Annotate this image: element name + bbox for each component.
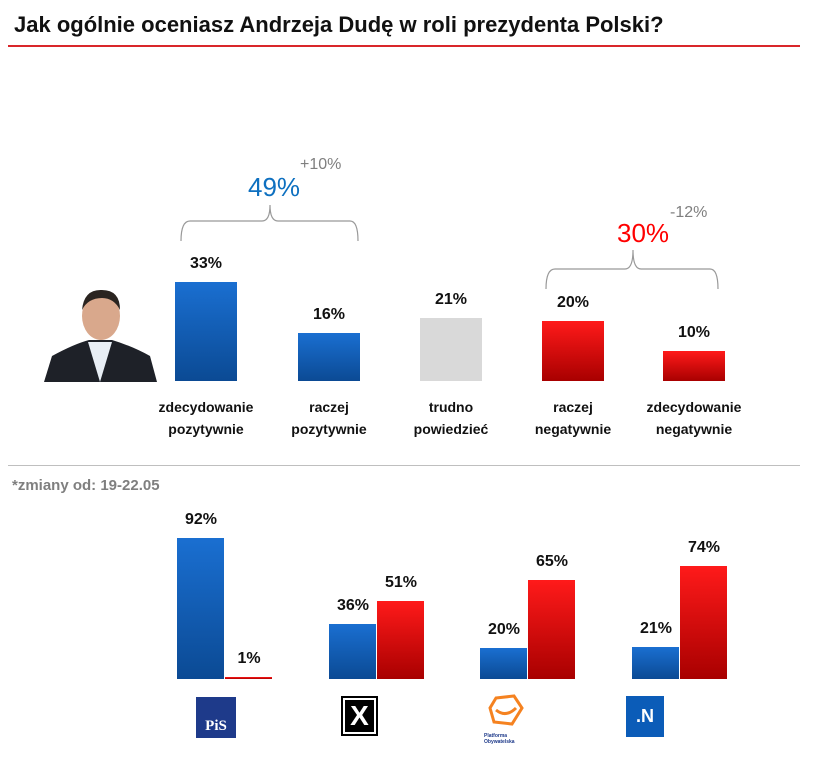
negative-bracket bbox=[545, 249, 719, 290]
negative-party-bar bbox=[680, 565, 727, 679]
party-value-label: 51% bbox=[384, 573, 418, 591]
party-value-label: 21% bbox=[639, 619, 673, 637]
category-label-line: negatywnie bbox=[534, 421, 612, 437]
positive-party-bar bbox=[177, 538, 224, 679]
rating-bar bbox=[298, 333, 360, 381]
category-label-line: zdecydowanie bbox=[646, 399, 742, 415]
changes-note: *zmiany od: 19-22.05 bbox=[12, 477, 160, 494]
section-divider bbox=[8, 465, 800, 466]
category-label-line: negatywnie bbox=[655, 421, 733, 437]
rating-bar bbox=[175, 282, 237, 381]
negative-party-bar bbox=[225, 677, 272, 679]
category-label-line: powiedzieć bbox=[413, 421, 489, 437]
positive-change: +10% bbox=[300, 156, 342, 173]
rating-value-label: 21% bbox=[434, 291, 468, 308]
chart-title: Jak ogólnie oceniasz Andrzeja Dudę w rol… bbox=[14, 12, 664, 37]
category-label-line: pozytywnie bbox=[291, 421, 367, 437]
title-underline bbox=[8, 45, 800, 47]
category-label-line: zdecydowanie bbox=[158, 399, 254, 415]
positive-party-bar bbox=[329, 623, 376, 679]
nowoczesna-logo: .N bbox=[626, 696, 664, 737]
category-label-line: trudno bbox=[428, 399, 474, 415]
positive-party-bar bbox=[480, 648, 527, 679]
po-logo: Platforma Obywatelska bbox=[484, 694, 530, 745]
negative-change: -12% bbox=[670, 204, 708, 221]
president-photo bbox=[44, 289, 157, 382]
party-value-label: 36% bbox=[336, 596, 370, 614]
rating-value-label: 16% bbox=[312, 306, 346, 323]
category-label: trudno powiedzieć bbox=[386, 396, 516, 440]
negative-party-bar bbox=[528, 579, 575, 679]
party-value-label: 1% bbox=[237, 650, 261, 668]
negative-party-bar bbox=[377, 600, 424, 679]
negative-total: 30% bbox=[617, 218, 670, 248]
category-label-line: pozytywnie bbox=[168, 421, 244, 437]
group-brackets bbox=[180, 204, 719, 290]
rating-bar bbox=[420, 318, 482, 381]
category-label: raczej pozytywnie bbox=[264, 396, 394, 440]
category-label-line: raczej bbox=[309, 399, 349, 415]
positive-party-bar bbox=[632, 646, 679, 679]
positive-bracket bbox=[180, 204, 359, 242]
party-value-label: 74% bbox=[687, 538, 721, 556]
party-value-label: 92% bbox=[184, 511, 218, 529]
rating-value-label: 33% bbox=[189, 255, 223, 272]
party-value-label: 20% bbox=[487, 621, 521, 639]
category-label: raczej negatywnie bbox=[508, 396, 638, 440]
rating-bar bbox=[542, 321, 604, 381]
rating-value-label: 10% bbox=[677, 324, 711, 341]
rating-bar bbox=[663, 351, 725, 381]
pis-logo: PiS bbox=[196, 697, 236, 738]
rating-value-label: 20% bbox=[556, 294, 590, 311]
category-label: zdecydowanie negatywnie bbox=[629, 396, 759, 440]
positive-total: 49% bbox=[248, 172, 301, 202]
kukiz-logo: X bbox=[341, 696, 378, 736]
category-label-line: raczej bbox=[553, 399, 593, 415]
category-label: zdecydowanie pozytywnie bbox=[141, 396, 271, 440]
party-value-label: 65% bbox=[535, 552, 569, 570]
